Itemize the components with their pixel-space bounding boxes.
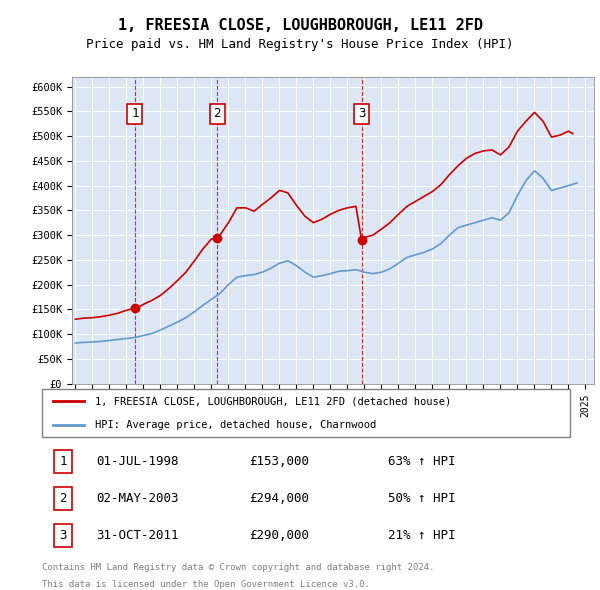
Text: 2: 2 bbox=[59, 492, 67, 505]
Text: HPI: Average price, detached house, Charnwood: HPI: Average price, detached house, Char… bbox=[95, 420, 376, 430]
Text: Contains HM Land Registry data © Crown copyright and database right 2024.: Contains HM Land Registry data © Crown c… bbox=[42, 563, 434, 572]
Text: This data is licensed under the Open Government Licence v3.0.: This data is licensed under the Open Gov… bbox=[42, 581, 370, 589]
FancyBboxPatch shape bbox=[42, 389, 570, 437]
Text: 3: 3 bbox=[358, 107, 365, 120]
Text: 1: 1 bbox=[59, 455, 67, 468]
Text: 01-JUL-1998: 01-JUL-1998 bbox=[96, 455, 178, 468]
Text: 1, FREESIA CLOSE, LOUGHBOROUGH, LE11 2FD: 1, FREESIA CLOSE, LOUGHBOROUGH, LE11 2FD bbox=[118, 18, 482, 32]
Text: £153,000: £153,000 bbox=[250, 455, 310, 468]
Text: 31-OCT-2011: 31-OCT-2011 bbox=[96, 529, 178, 542]
Text: 3: 3 bbox=[59, 529, 67, 542]
Text: 1, FREESIA CLOSE, LOUGHBOROUGH, LE11 2FD (detached house): 1, FREESIA CLOSE, LOUGHBOROUGH, LE11 2FD… bbox=[95, 396, 451, 406]
Text: 50% ↑ HPI: 50% ↑ HPI bbox=[388, 492, 456, 505]
Text: 1: 1 bbox=[131, 107, 139, 120]
Text: 21% ↑ HPI: 21% ↑ HPI bbox=[388, 529, 456, 542]
Text: 2: 2 bbox=[213, 107, 221, 120]
Text: 63% ↑ HPI: 63% ↑ HPI bbox=[388, 455, 456, 468]
Text: 02-MAY-2003: 02-MAY-2003 bbox=[96, 492, 178, 505]
Text: Price paid vs. HM Land Registry's House Price Index (HPI): Price paid vs. HM Land Registry's House … bbox=[86, 38, 514, 51]
Text: £294,000: £294,000 bbox=[250, 492, 310, 505]
Text: £290,000: £290,000 bbox=[250, 529, 310, 542]
